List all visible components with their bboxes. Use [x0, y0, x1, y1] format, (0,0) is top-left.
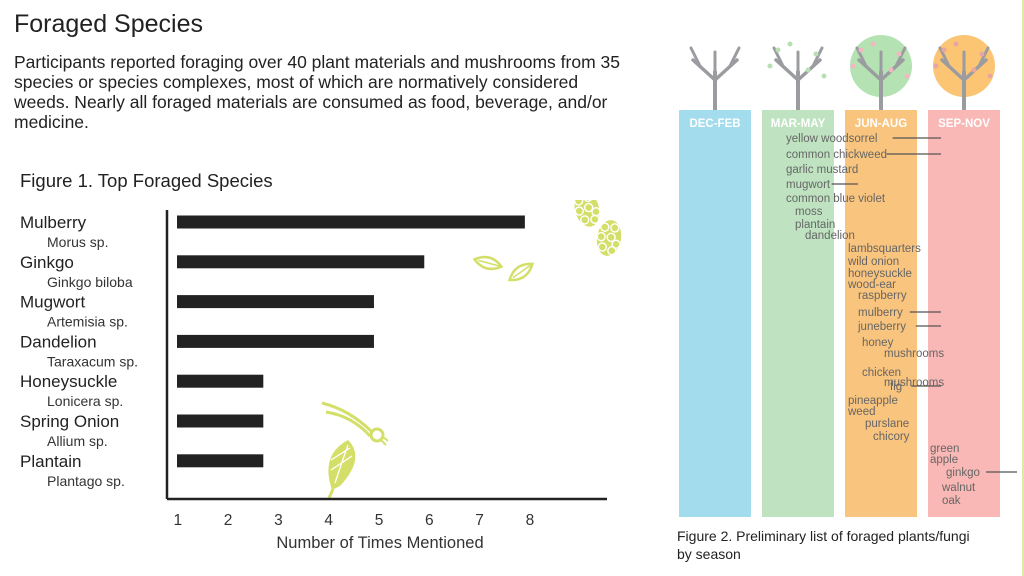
season-item: honey mushrooms	[862, 337, 944, 360]
spring-onion-icon	[321, 401, 389, 446]
category-label: Spring Onion	[20, 412, 119, 431]
tree-icon-orange	[933, 35, 995, 112]
season-item: wood-ear	[847, 279, 896, 291]
x-tick-labels: 1 2 3 4 5 6 7 8	[173, 512, 534, 529]
category-label: Mulberry	[20, 213, 87, 232]
x-tick-label: 2	[224, 512, 233, 529]
season-column	[762, 110, 834, 517]
season-item: common blue violet	[786, 193, 886, 205]
season-item: juneberry	[857, 321, 906, 333]
category-label: Mugwort	[20, 293, 85, 312]
page-title: Foraged Species	[14, 10, 204, 38]
season-column	[928, 110, 1000, 517]
season-items: yellow woodsorrel common chickweed garlic …	[786, 133, 1017, 507]
season-item: mulberry	[858, 307, 903, 319]
scientific-name-label: Taraxacum sp.	[47, 353, 138, 369]
x-tick-label: 1	[173, 512, 182, 529]
season-item: green apple	[930, 443, 959, 466]
season-label: JUN-AUG	[855, 118, 907, 130]
category-label: Ginkgo	[20, 253, 74, 272]
season-item: common chickweed	[786, 149, 887, 161]
x-tick-label: 4	[324, 512, 333, 529]
x-axis-label: Number of Times Mentioned	[276, 534, 483, 552]
season-label: MAR-MAY	[771, 118, 826, 130]
page-border	[1022, 0, 1024, 576]
plantain-icon	[327, 440, 356, 499]
season-trees	[689, 35, 995, 112]
season-item: walnut	[941, 482, 976, 494]
seasonal-forage-chart: DEC-FEB MAR-MAY JUN-AUG SEP-NOV yellow wood…	[679, 35, 1017, 517]
x-tick-label: 5	[375, 512, 384, 529]
tree-icon-green	[850, 35, 912, 112]
ginkgo-leaf-icon	[472, 255, 504, 271]
season-item: dandelion	[805, 230, 855, 242]
figure-1-title: Figure 1. Top Foraged Species	[20, 170, 273, 191]
season-item: chicory	[873, 431, 910, 443]
bar-spring-onion	[177, 414, 264, 428]
x-tick-label: 6	[425, 512, 434, 529]
ginkgo-leaf-icon	[507, 262, 535, 282]
season-item: purslane	[865, 418, 909, 430]
category-label: Honeysuckle	[20, 372, 117, 391]
scientific-name-label: Morus sp.	[47, 234, 108, 250]
season-item: honeysuckle	[848, 268, 912, 280]
season-columns: DEC-FEB MAR-MAY JUN-AUG SEP-NOV	[679, 110, 1000, 517]
season-column	[679, 110, 751, 517]
scientific-name-label: Lonicera sp.	[47, 393, 123, 409]
bar-plantain	[177, 454, 264, 468]
tree-icon-budding	[767, 41, 827, 112]
season-item: moss	[795, 206, 823, 218]
season-item: yellow woodsorrel	[786, 133, 877, 145]
x-tick-label: 8	[526, 512, 535, 529]
bar-honeysuckle	[177, 374, 264, 388]
season-item: wild onion	[847, 256, 899, 268]
figure-2-caption: Figure 2. Preliminary list of foraged pl…	[677, 528, 970, 562]
mulberry-icon	[573, 200, 601, 227]
season-label: DEC-FEB	[689, 118, 740, 130]
season-item: mugwort	[786, 179, 831, 191]
bar-mulberry	[177, 215, 525, 229]
season-item: raspberry	[858, 290, 907, 302]
tree-icon-bare	[689, 46, 741, 112]
top-foraged-species-chart: Mulberry Morus sp. Ginkgo Ginkgo biloba Mugw…	[20, 200, 622, 552]
season-column	[845, 110, 917, 517]
mulberry-icon	[596, 220, 622, 256]
category-label: Dandelion	[20, 332, 97, 351]
scientific-name-label: Plantago sp.	[47, 473, 125, 489]
x-tick-label: 3	[274, 512, 283, 529]
season-item: lambsquarters	[848, 243, 921, 255]
bar-mugwort	[177, 295, 374, 309]
x-tick-label: 7	[475, 512, 484, 529]
season-item: oak	[942, 495, 961, 507]
category-label: Plantain	[20, 452, 81, 471]
scientific-name-label: Ginkgo biloba	[47, 274, 133, 290]
season-label: SEP-NOV	[938, 118, 990, 130]
intro-paragraph: Participants reported foraging over 40 p…	[14, 52, 620, 132]
season-item: ginkgo	[946, 467, 980, 479]
bar-decorations	[321, 200, 622, 499]
bar-ginkgo	[177, 255, 425, 269]
season-item: fig	[890, 381, 902, 393]
scientific-name-label: Artemisia sp.	[47, 314, 128, 330]
scientific-name-label: Allium sp.	[47, 433, 108, 449]
category-labels: Mulberry Morus sp. Ginkgo Ginkgo biloba Mugw…	[20, 213, 138, 489]
bar-marks	[177, 215, 525, 468]
bar-dandelion	[177, 334, 374, 348]
season-item: garlic mustard	[786, 164, 858, 176]
season-item: pineapple weed	[847, 395, 898, 418]
season-item: plantain	[795, 219, 835, 231]
